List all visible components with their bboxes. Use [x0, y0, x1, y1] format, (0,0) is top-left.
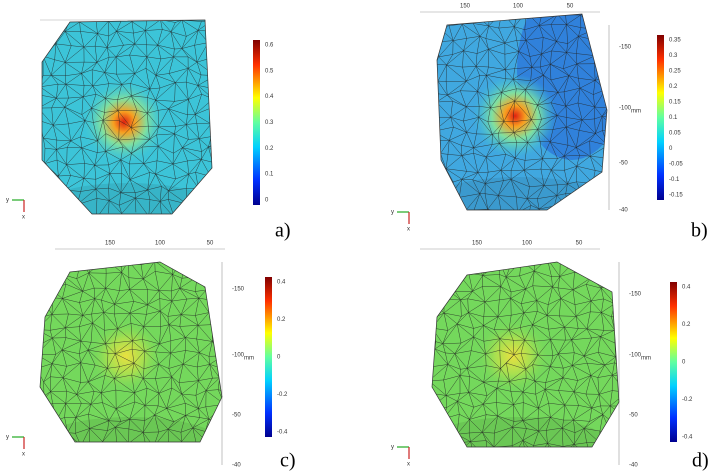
figure: 0.6 0.5 0.4 0.3 0.2 0.1 0 y x a) 150 100 50 -150 -100 -…	[0, 0, 714, 475]
colorbar-tick-label: -0.2	[682, 397, 693, 403]
hotspot	[60, 302, 180, 422]
triad-label: y	[391, 210, 394, 216]
triad-label: y	[6, 435, 9, 441]
panel: 150 100 50 -150 -100 -50 -40 mm 0.4 0.2 0 -0.2 -0.4 y…	[6, 241, 296, 472]
panel: 150 100 50 -150 -100 -50 -40 mm 0.4 0.2 0 -0.2 -0.4 y…	[391, 241, 709, 472]
axis-tick-label: -100	[619, 106, 632, 112]
axis-tick-label: -100	[629, 353, 642, 359]
axis-tick-label: 150	[105, 241, 116, 247]
colorbar-tick-label: 0.4	[277, 280, 286, 286]
triad-label: y	[391, 445, 394, 451]
triad-label: x	[407, 227, 410, 233]
axis-tick-label: -50	[232, 413, 241, 419]
colorbar-tick-label: -0.1	[669, 177, 680, 183]
axis-tick-label: -40	[232, 463, 241, 469]
axis-tick-label: 50	[567, 4, 574, 10]
axis-tick-label: -150	[619, 45, 632, 51]
colorbar-tick-label: 0.5	[265, 68, 274, 74]
colorbar-tick-label: 0	[277, 355, 281, 361]
colorbar-tick-label: 0.3	[669, 53, 678, 59]
hotspot	[58, 68, 178, 188]
axis-tick-label: -40	[619, 208, 628, 214]
colorbar-tick-label: 0.35	[669, 38, 681, 44]
colorbar-tick-label: 0.2	[682, 322, 691, 328]
panel-label: d)	[692, 450, 709, 472]
colorbar-tick-label: 0.1	[265, 172, 274, 178]
colorbar-tick-label: 0.2	[277, 317, 286, 323]
colorbar-tick-label: 0	[265, 198, 269, 204]
figure-canvas: 0.6 0.5 0.4 0.3 0.2 0.1 0 y x a) 150 100 50 -150 -100 -…	[0, 0, 714, 475]
axis-tick-label: -40	[629, 463, 638, 469]
panel-label: c)	[280, 450, 296, 472]
axis-tick-label: 100	[522, 241, 533, 247]
colorbar-tick-label: -0.15	[669, 193, 683, 199]
colorbar-tick-label: 0.4	[265, 94, 274, 100]
axis-tick-label: 150	[460, 4, 471, 10]
colorbar-tick-label: 0	[669, 146, 673, 152]
colorbar-tick-label: -0.05	[669, 162, 683, 168]
triad-label: x	[22, 215, 25, 221]
colorbar-tick-label: 0.25	[669, 69, 681, 75]
axis-tick-label: -150	[629, 292, 642, 298]
triad-label: x	[22, 452, 25, 458]
colorbar-tick-label: 0.05	[669, 131, 681, 137]
axis-tick-label: 150	[472, 241, 483, 247]
colorbar-tick-label: -0.2	[277, 392, 288, 398]
colorbar-tick-label: -0.4	[682, 435, 693, 441]
colorbar-tick-label: 0.2	[669, 84, 678, 90]
panel-label: b)	[691, 220, 708, 242]
colorbar	[253, 40, 260, 205]
panel: 150 100 50 -150 -100 -50 -40 mm 0.35 0.3 0.25 0.2 0.…	[391, 0, 708, 242]
axis-tick-label: -100	[232, 353, 245, 359]
shadow	[38, 183, 218, 233]
colorbar-tick-label: 0.2	[265, 146, 274, 152]
colorbar-tick-label: 0.1	[669, 115, 678, 121]
axis-unit: mm	[641, 356, 651, 362]
axis-unit: mm	[631, 109, 641, 115]
colorbar-tick-label: 0.6	[265, 43, 274, 49]
axis-tick-label: -50	[619, 161, 628, 167]
shadow	[429, 177, 609, 227]
colorbar	[657, 35, 664, 200]
colorbar	[265, 277, 272, 437]
axis-tick-label: 50	[207, 241, 214, 247]
axis-tick-label: 100	[155, 241, 166, 247]
colorbar-tick-label: -0.4	[277, 430, 288, 436]
colorbar-tick-label: 0.15	[669, 100, 681, 106]
axis-unit: mm	[244, 356, 254, 362]
colorbar	[670, 282, 677, 442]
colorbar-tick-label: 0	[682, 360, 686, 366]
axis-tick-label: 100	[513, 4, 524, 10]
axis-tick-label: 50	[576, 241, 583, 247]
axis-tick-label: -50	[629, 413, 638, 419]
triad-label: x	[407, 462, 410, 468]
panel: 0.6 0.5 0.4 0.3 0.2 0.1 0 y x a)	[6, 16, 291, 241]
panel-label: a)	[275, 220, 291, 242]
colorbar-tick-label: 0.3	[265, 120, 274, 126]
axis-tick-label: -150	[232, 287, 245, 293]
colorbar-tick-label: 0.4	[682, 285, 691, 291]
triad-label: y	[6, 198, 9, 204]
